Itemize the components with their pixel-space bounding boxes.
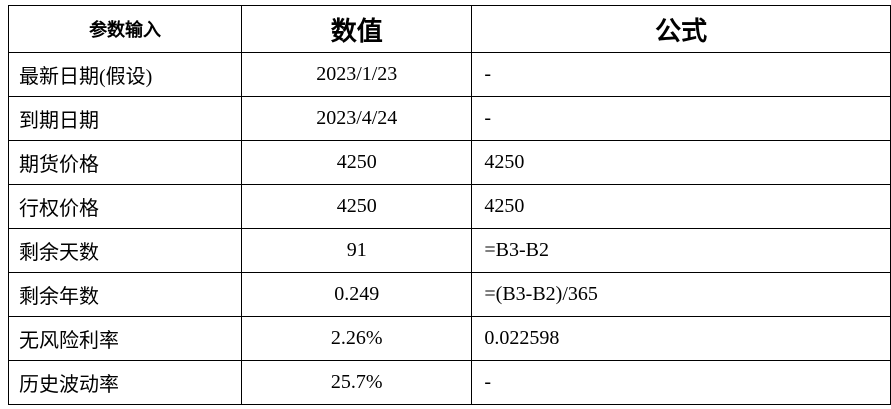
table-cell: =B3-B2 [471, 228, 891, 273]
table-cell: 最新日期(假设) [7, 52, 243, 97]
table-cell: 剩余年数 [7, 272, 243, 317]
table-cell: 4250 [241, 184, 473, 229]
table-row: 剩余年数 0.249 =(B3-B2)/365 [7, 272, 891, 317]
table-header: 参数输入 数值 公式 [7, 5, 891, 53]
header-cell: 公式 [471, 5, 891, 53]
table-cell: - [471, 52, 891, 97]
table-cell: 行权价格 [7, 184, 243, 229]
table-row: 剩余天数 91 =B3-B2 [7, 228, 891, 273]
table-cell: 4250 [471, 140, 891, 185]
table-row: 历史波动率 25.7% - [7, 360, 891, 405]
table-cell: 2023/4/24 [241, 96, 473, 141]
table-cell: 91 [241, 228, 473, 273]
table-cell: 0.022598 [471, 316, 891, 361]
table-cell: 历史波动率 [7, 360, 243, 405]
table-cell: 期货价格 [7, 140, 243, 185]
table-cell: 0.249 [241, 272, 473, 317]
table-cell: - [471, 96, 891, 141]
table-cell: =(B3-B2)/365 [471, 272, 891, 317]
table-cell: 剩余天数 [7, 228, 243, 273]
table-cell: - [471, 360, 891, 405]
table-cell: 2.26% [241, 316, 473, 361]
table-cell: 到期日期 [7, 96, 243, 141]
table-row: 期货价格 4250 4250 [7, 140, 891, 185]
table-cell: 无风险利率 [7, 316, 243, 361]
table-body: 最新日期(假设) 2023/1/23- 到期日期 2023/4/24- 期货价格 4250… [7, 52, 891, 405]
header-cell: 数值 [241, 5, 473, 53]
table-row: 到期日期 2023/4/24- [7, 96, 891, 141]
table-cell: 4250 [241, 140, 473, 185]
table-cell: 2023/1/23 [241, 52, 473, 97]
header-row: 参数输入 数值 公式 [7, 5, 891, 53]
table-row: 无风险利率 2.26% 0.022598 [7, 316, 891, 361]
table-cell: 4250 [471, 184, 891, 229]
table-row: 行权价格 4250 4250 [7, 184, 891, 229]
header-cell: 参数输入 [7, 5, 243, 53]
table-cell: 25.7% [241, 360, 473, 405]
parameter-table: 参数输入 数值 公式 最新日期(假设) 2023/1/23- 到期日期 2023/4/24… [7, 5, 891, 405]
table-row: 最新日期(假设) 2023/1/23- [7, 52, 891, 97]
